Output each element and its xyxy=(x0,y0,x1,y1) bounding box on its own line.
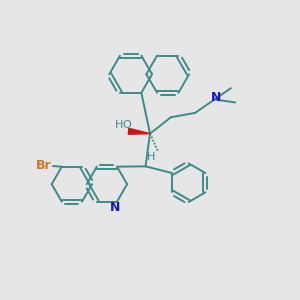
Text: O: O xyxy=(123,120,131,130)
Text: H: H xyxy=(147,152,155,162)
Text: H: H xyxy=(115,120,123,130)
Polygon shape xyxy=(128,128,150,134)
Text: N: N xyxy=(110,200,121,214)
Text: Br: Br xyxy=(36,159,51,172)
Text: N: N xyxy=(211,91,221,104)
